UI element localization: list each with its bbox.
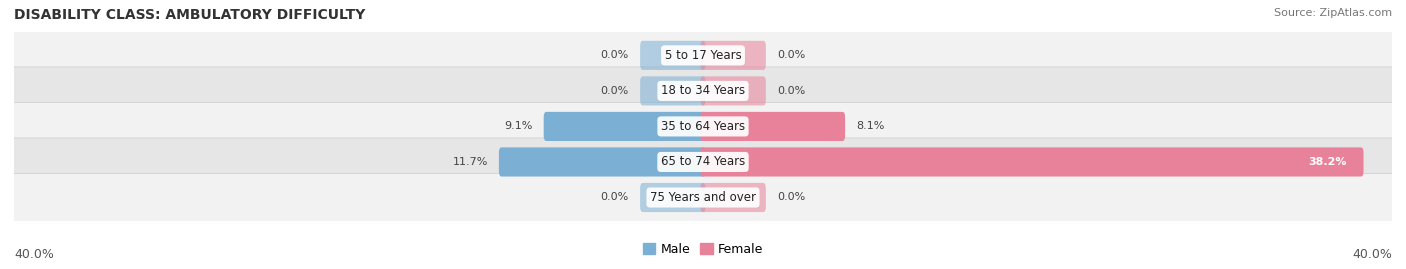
Text: DISABILITY CLASS: AMBULATORY DIFFICULTY: DISABILITY CLASS: AMBULATORY DIFFICULTY	[14, 8, 366, 22]
Text: Source: ZipAtlas.com: Source: ZipAtlas.com	[1274, 8, 1392, 18]
FancyBboxPatch shape	[544, 112, 706, 141]
FancyBboxPatch shape	[700, 41, 766, 70]
FancyBboxPatch shape	[700, 183, 766, 212]
FancyBboxPatch shape	[640, 183, 706, 212]
Text: 0.0%: 0.0%	[778, 50, 806, 60]
FancyBboxPatch shape	[700, 147, 1364, 176]
Text: 11.7%: 11.7%	[453, 157, 488, 167]
Text: 9.1%: 9.1%	[505, 121, 533, 132]
FancyBboxPatch shape	[8, 31, 1398, 79]
Text: 40.0%: 40.0%	[1353, 248, 1392, 261]
Text: 0.0%: 0.0%	[778, 86, 806, 96]
Text: 40.0%: 40.0%	[14, 248, 53, 261]
Text: 38.2%: 38.2%	[1309, 157, 1347, 167]
FancyBboxPatch shape	[8, 138, 1398, 186]
FancyBboxPatch shape	[499, 147, 706, 176]
FancyBboxPatch shape	[700, 112, 845, 141]
Text: 18 to 34 Years: 18 to 34 Years	[661, 84, 745, 97]
Text: 35 to 64 Years: 35 to 64 Years	[661, 120, 745, 133]
Text: 0.0%: 0.0%	[600, 50, 628, 60]
Text: 8.1%: 8.1%	[856, 121, 884, 132]
FancyBboxPatch shape	[8, 174, 1398, 221]
Text: 0.0%: 0.0%	[778, 193, 806, 203]
FancyBboxPatch shape	[8, 102, 1398, 150]
FancyBboxPatch shape	[700, 76, 766, 105]
Text: 65 to 74 Years: 65 to 74 Years	[661, 155, 745, 168]
FancyBboxPatch shape	[8, 67, 1398, 115]
Text: 0.0%: 0.0%	[600, 86, 628, 96]
Legend: Male, Female: Male, Female	[643, 243, 763, 256]
Text: 5 to 17 Years: 5 to 17 Years	[665, 49, 741, 62]
Text: 0.0%: 0.0%	[600, 193, 628, 203]
FancyBboxPatch shape	[640, 41, 706, 70]
Text: 75 Years and over: 75 Years and over	[650, 191, 756, 204]
FancyBboxPatch shape	[640, 76, 706, 105]
